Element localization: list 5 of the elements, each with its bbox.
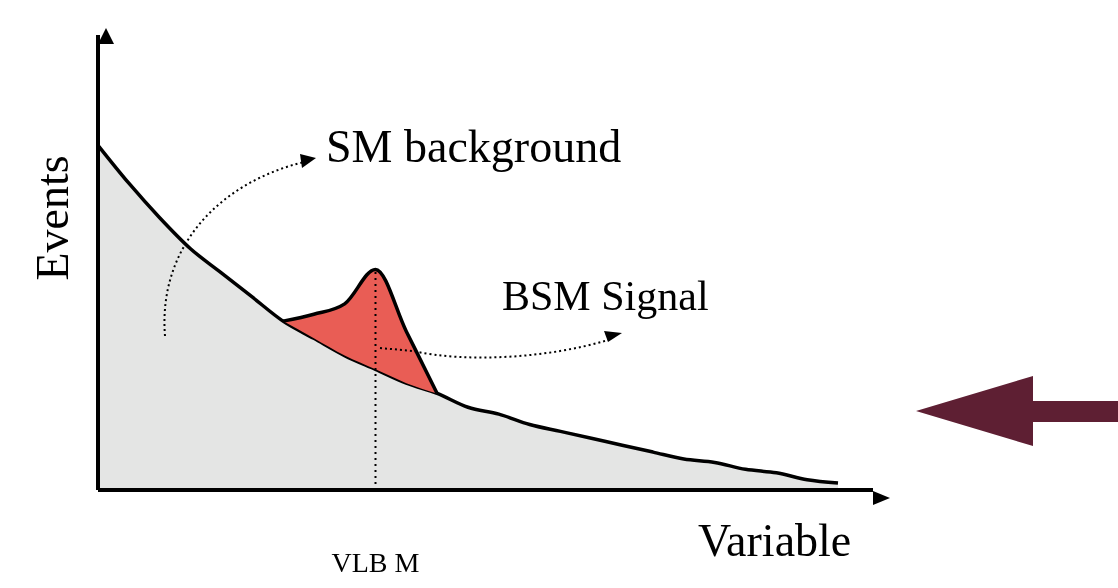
text: BSM Signal [502,272,709,320]
x-axis-title: Variable [698,514,852,567]
text: VLB M [331,547,420,578]
legend-label: SM background [326,120,622,173]
y-axis-title: Events [25,155,79,281]
